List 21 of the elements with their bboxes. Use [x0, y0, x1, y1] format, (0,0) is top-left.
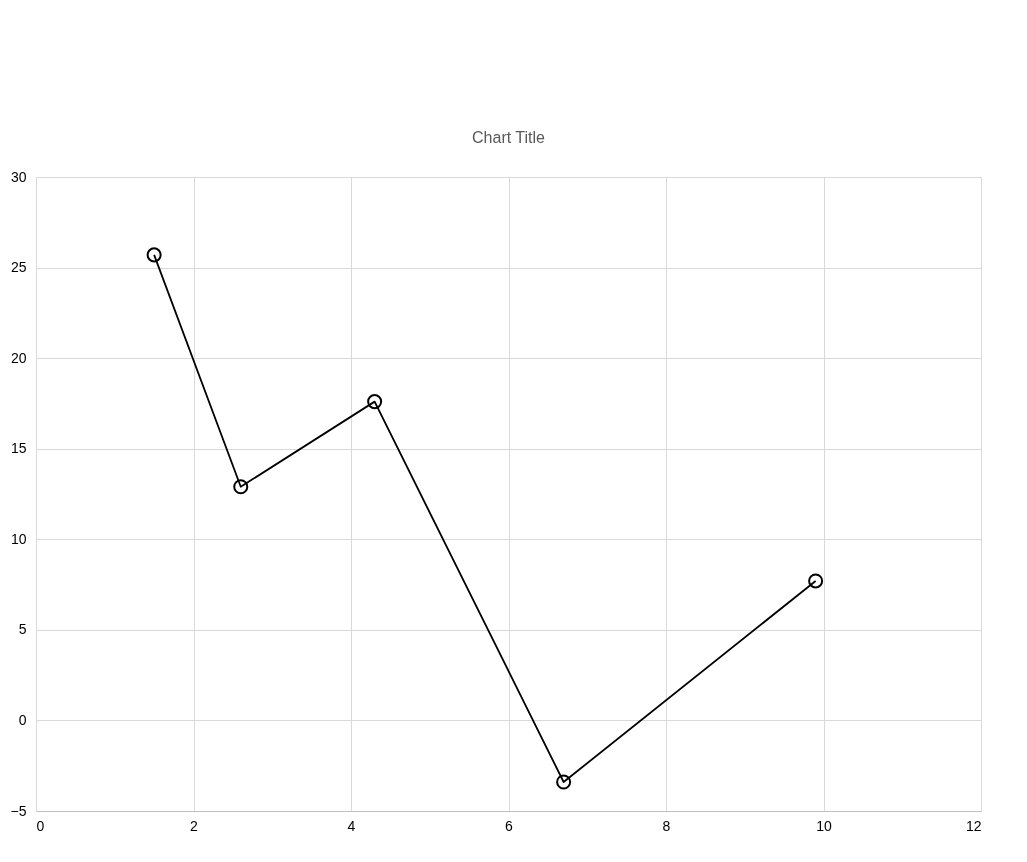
- point: [233, 479, 249, 495]
- x-tick-label: 8: [662, 817, 671, 834]
- point: [556, 774, 572, 790]
- y-tick-label: 25: [10, 259, 27, 276]
- y-tick-label: 30: [10, 168, 27, 185]
- y-tick-label: 20: [10, 349, 27, 366]
- point: [367, 394, 383, 410]
- x-tick-label: 4: [347, 817, 356, 834]
- x-tick-label: 6: [505, 817, 514, 834]
- x-tick-label: 2: [190, 817, 199, 834]
- x-tick-label: 0: [36, 817, 45, 834]
- y-tick-label: −5: [10, 802, 27, 819]
- point: [808, 573, 824, 589]
- x-tick-label: 10: [816, 817, 832, 834]
- x-tick-label: 12: [965, 817, 982, 834]
- y-tick-label: 5: [18, 621, 27, 638]
- y-tick-label: 0: [18, 711, 27, 728]
- y-tick-label: 15: [10, 440, 27, 457]
- point: [146, 247, 162, 263]
- y-tick-label: 10: [10, 530, 27, 547]
- chart-title: Chart Title: [472, 129, 546, 146]
